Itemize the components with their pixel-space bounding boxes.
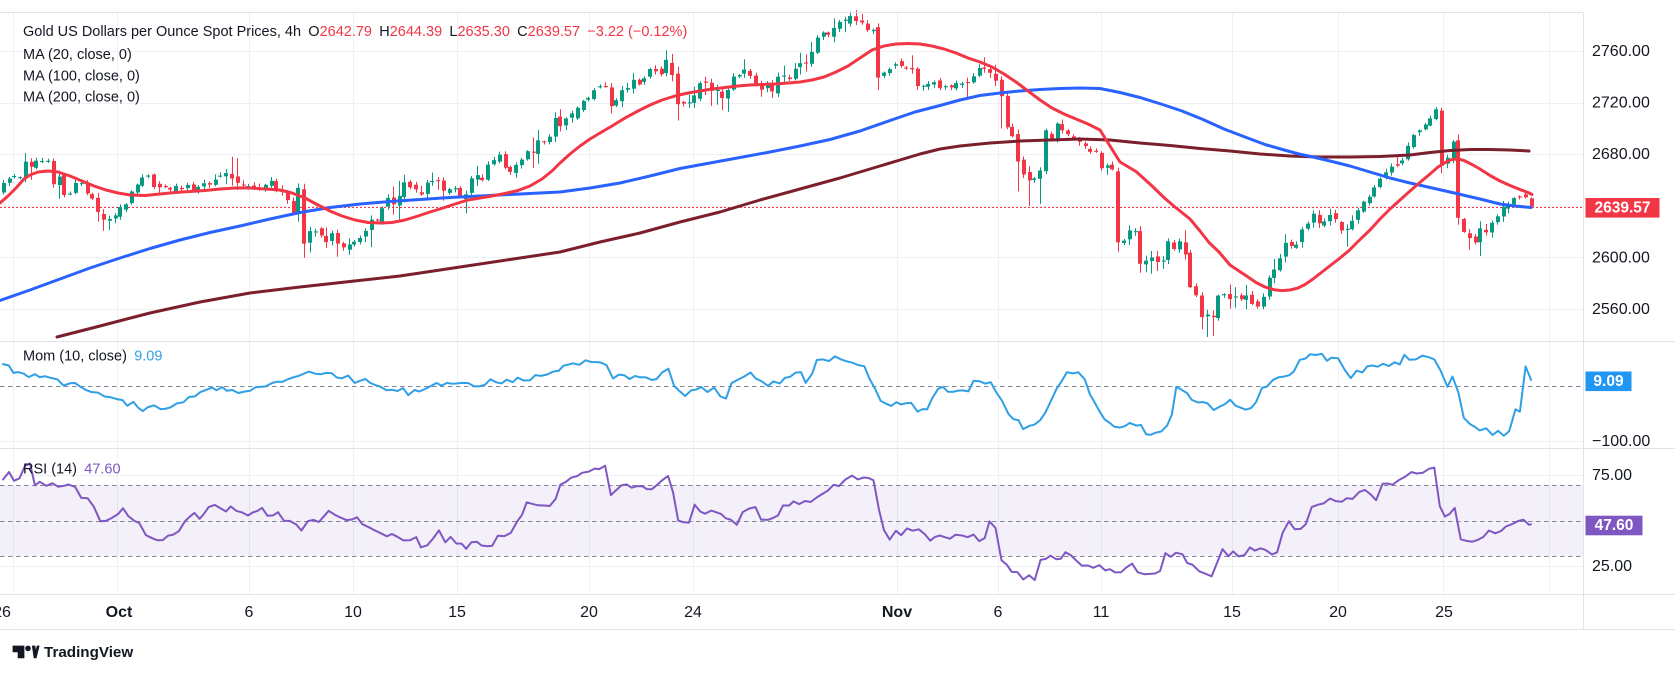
svg-text:Mom (10, close) 9.09: Mom (10, close) 9.09 <box>23 349 162 365</box>
svg-text:Oct: Oct <box>106 604 133 621</box>
svg-text:25.00: 25.00 <box>1592 558 1632 575</box>
svg-text:MA (100, close, 0): MA (100, close, 0) <box>23 69 140 85</box>
svg-text:26: 26 <box>0 604 11 621</box>
svg-text:6: 6 <box>245 604 254 621</box>
svg-text:20: 20 <box>1329 604 1347 621</box>
svg-text:25: 25 <box>1435 604 1453 621</box>
svg-text:9.09: 9.09 <box>1593 373 1624 390</box>
svg-text:2760.00: 2760.00 <box>1592 43 1650 60</box>
svg-text:RSI (14) 47.60: RSI (14) 47.60 <box>23 462 121 478</box>
svg-text:15: 15 <box>1223 604 1241 621</box>
svg-text:2600.00: 2600.00 <box>1592 249 1650 266</box>
svg-text:15: 15 <box>448 604 466 621</box>
svg-text:75.00: 75.00 <box>1592 467 1632 484</box>
svg-text:Gold US Dollars per Ounce Spot: Gold US Dollars per Ounce Spot Prices, 4… <box>23 24 687 40</box>
svg-text:24: 24 <box>684 604 702 621</box>
svg-text:20: 20 <box>580 604 598 621</box>
svg-text:TradingView: TradingView <box>44 644 133 661</box>
svg-text:2680.00: 2680.00 <box>1592 146 1650 163</box>
svg-text:Nov: Nov <box>882 604 912 621</box>
svg-text:10: 10 <box>344 604 362 621</box>
svg-text:2560.00: 2560.00 <box>1592 301 1650 318</box>
svg-text:MA (200, close, 0): MA (200, close, 0) <box>23 90 140 106</box>
svg-text:−100.00: −100.00 <box>1592 433 1650 450</box>
svg-text:6: 6 <box>994 604 1003 621</box>
svg-text:47.60: 47.60 <box>1595 517 1634 534</box>
svg-text:MA (20, close, 0): MA (20, close, 0) <box>23 47 132 63</box>
svg-text:11: 11 <box>1093 604 1110 621</box>
svg-text:2639.57: 2639.57 <box>1594 199 1650 216</box>
svg-text:2720.00: 2720.00 <box>1592 95 1650 112</box>
